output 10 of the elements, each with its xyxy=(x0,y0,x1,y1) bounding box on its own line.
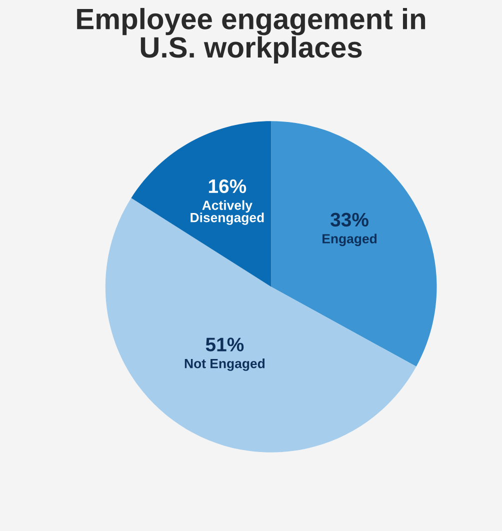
pie-slice xyxy=(131,121,272,287)
pie-slice xyxy=(105,198,416,452)
slice-label: Not Engaged xyxy=(184,358,265,371)
slice-label: Actively Disengaged xyxy=(190,200,264,225)
pie-slice xyxy=(271,121,437,367)
data-label: 33% xyxy=(330,212,368,227)
data-label: 16% xyxy=(208,179,246,194)
chart-title: Employee engagement in U.S. workplaces xyxy=(77,8,426,64)
slice-label: Engaged xyxy=(322,234,376,246)
data-label: 51% xyxy=(206,338,244,352)
